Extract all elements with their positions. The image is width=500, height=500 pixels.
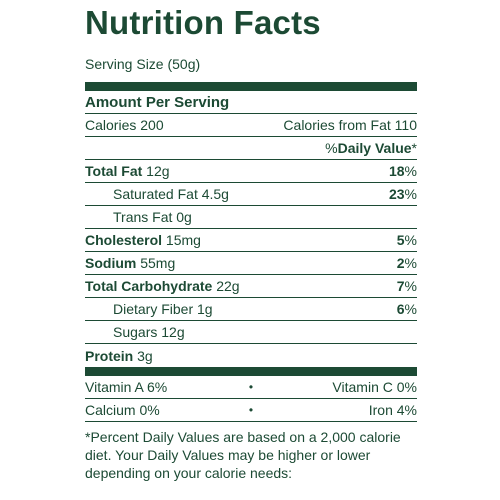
total-carb-amount: 22g [212, 278, 240, 294]
total-fat-name: Total Fat [85, 163, 143, 179]
trans-fat-row: Trans Fat 0g [85, 206, 417, 229]
vitamin-a: Vitamin A 6% [85, 379, 168, 395]
vitamins-row: Vitamin A 6% • Vitamin C 0% [85, 376, 417, 399]
total-carbohydrate-row: Total Carbohydrate 22g 7% [85, 275, 417, 298]
cholesterol-name: Cholesterol [85, 232, 163, 248]
trans-fat-name: Trans Fat 0g [113, 209, 192, 225]
serving-size: Serving Size (50g) [85, 56, 201, 72]
minerals-row: Calcium 0% • Iron 4% [85, 399, 417, 422]
cholesterol-row: Cholesterol 15mg 5% [85, 229, 417, 252]
saturated-fat-name: Saturated Fat 4.5g [113, 186, 229, 202]
label-title: Nutrition Facts [85, 4, 321, 41]
sodium-pct: % [404, 255, 417, 271]
calories-from-fat: Calories from Fat 110 [283, 117, 417, 133]
sodium-amount: 55mg [136, 255, 176, 271]
saturated-fat-row: Saturated Fat 4.5g 23% [85, 183, 417, 206]
calcium: Calcium 0% [85, 402, 160, 418]
nutrition-label: Nutrition Facts Serving Size (50g) Amoun… [85, 0, 417, 482]
sugars-row: Sugars 12g [85, 321, 417, 344]
amount-per-serving-row: Amount Per Serving [85, 91, 417, 114]
dv-label: Daily Value [337, 140, 412, 156]
daily-value-header: %Daily Value* [85, 137, 417, 160]
thick-divider [85, 82, 417, 91]
cholesterol-amount: 15mg [162, 232, 201, 248]
daily-value-heading: %Daily Value* [325, 140, 417, 156]
cholesterol-pct: % [404, 232, 417, 248]
total-fat-row: Total Fat 12g 18% [85, 160, 417, 183]
dietary-fiber-row: Dietary Fiber 1g 6% [85, 298, 417, 321]
sodium-row: Sodium 55mg 2% [85, 252, 417, 275]
total-fat-amount: 12g [142, 163, 170, 179]
total-fat-dv: 18 [388, 163, 405, 179]
separator-dot: • [248, 403, 254, 417]
total-carb-pct: % [404, 278, 417, 294]
sodium-name: Sodium [85, 255, 137, 271]
dietary-fiber-name: Dietary Fiber 1g [113, 301, 213, 317]
saturated-fat-pct: % [404, 186, 417, 202]
separator-dot: • [248, 380, 254, 394]
calories: Calories 200 [85, 117, 164, 133]
saturated-fat-dv: 23 [388, 186, 405, 202]
total-carb-name: Total Carbohydrate [85, 278, 213, 294]
protein-amount: 3g [133, 347, 153, 364]
dv-asterisk: * [411, 140, 417, 156]
thick-divider-lower [85, 367, 417, 376]
footnote: *Percent Daily Values are based on a 2,0… [85, 429, 401, 481]
calories-row: Calories 200 Calories from Fat 110 [85, 114, 417, 137]
dietary-fiber-dv: 6 [396, 301, 405, 317]
iron: Iron 4% [368, 402, 417, 418]
total-fat-pct: % [404, 163, 417, 179]
amount-per-serving: Amount Per Serving [85, 93, 230, 111]
sugars-name: Sugars 12g [113, 324, 185, 340]
sodium-dv: 2 [396, 255, 405, 271]
total-carb-dv: 7 [396, 278, 405, 294]
protein-name: Protein [85, 347, 134, 364]
vitamin-c: Vitamin C 0% [332, 379, 417, 395]
dv-percent-sign: % [325, 140, 338, 156]
dietary-fiber-pct: % [404, 301, 417, 317]
cholesterol-dv: 5 [396, 232, 405, 248]
protein-row: Protein 3g [85, 344, 417, 367]
